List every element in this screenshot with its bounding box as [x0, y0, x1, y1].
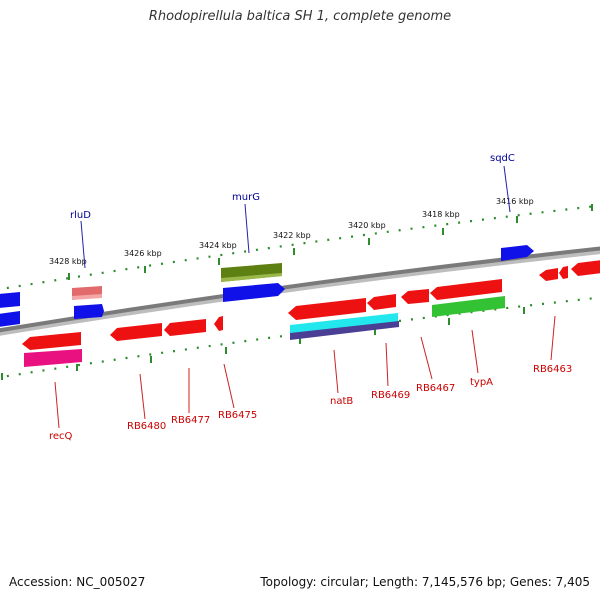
- feature-rb6480: [110, 323, 162, 341]
- leader-rb6475: [223, 363, 235, 409]
- feature-rb6463-b: [559, 266, 568, 279]
- leader-recq: [54, 381, 60, 429]
- gene-label-rb6469: RB6469: [371, 390, 410, 401]
- kbp-label-3422: 3422 kbp: [273, 231, 311, 240]
- gene-label-rlud: rluD: [70, 210, 91, 221]
- ruler-line-top: [0, 204, 600, 291]
- features-forward: [0, 245, 534, 327]
- leader-typa: [471, 329, 479, 374]
- leader-rb6469: [385, 342, 389, 387]
- feature-blue-1: [0, 292, 20, 308]
- feature-recq-red: [22, 332, 81, 350]
- leader-murg: [244, 203, 250, 254]
- leader-rb6467: [420, 336, 433, 380]
- gene-label-rb6475: RB6475: [218, 410, 257, 421]
- feature-typa-red: [430, 279, 502, 300]
- leader-rb6480: [139, 373, 146, 420]
- kbp-label-3424: 3424 kbp: [199, 241, 237, 250]
- leader-lines-bottom: [54, 315, 556, 429]
- gene-label-sqdc: sqdC: [490, 153, 515, 164]
- kbp-label-3428: 3428 kbp: [49, 257, 87, 266]
- leader-lines-top: [80, 165, 511, 269]
- kbp-label-3420: 3420 kbp: [348, 221, 386, 230]
- leader-rlud: [80, 220, 86, 269]
- gene-label-murg: murG: [232, 192, 260, 203]
- feature-rb6477: [164, 319, 206, 336]
- kbp-label-3416: 3416 kbp: [496, 197, 534, 206]
- kbp-label-3418: 3418 kbp: [422, 210, 460, 219]
- gene-label-rb6463: RB6463: [533, 364, 572, 375]
- feature-rb6463-a: [539, 268, 558, 281]
- feature-rb6469: [290, 321, 399, 340]
- gene-label-recq: recQ: [49, 431, 73, 442]
- feature-rb6475: [214, 316, 223, 331]
- feature-rb6463-c: [571, 260, 600, 276]
- gene-label-typa: typA: [470, 377, 493, 388]
- feature-rb6467: [401, 289, 429, 304]
- leader-sqdc: [503, 165, 511, 213]
- ruler-line-bottom: [0, 296, 600, 379]
- kbp-label-3426: 3426 kbp: [124, 249, 162, 258]
- leader-rb6463: [550, 315, 556, 361]
- accession-text: Accession: NC_005027: [9, 575, 146, 589]
- feature-blue-2: [0, 311, 20, 327]
- gene-label-natb: natB: [330, 396, 353, 407]
- gene-label-rb6477: RB6477: [171, 415, 210, 426]
- feature-typa: [432, 296, 505, 317]
- feature-sqdc: [501, 245, 534, 261]
- feature-recq: [24, 349, 82, 367]
- map-title: Rhodopirellula baltica SH 1, complete ge…: [148, 9, 452, 24]
- feature-rb6469-red: [367, 294, 396, 310]
- feature-rlud-shadow: [72, 294, 102, 300]
- leader-natb: [333, 349, 339, 394]
- feature-murg-shadow: [221, 273, 282, 282]
- feature-natb-red: [288, 298, 366, 320]
- feature-blue-3: [74, 304, 104, 319]
- gene-label-rb6467: RB6467: [416, 383, 455, 394]
- feature-blue-4: [223, 283, 285, 302]
- features-reverse: [22, 260, 600, 367]
- gene-label-rb6480: RB6480: [127, 421, 166, 432]
- genome-summary-text: Topology: circular; Length: 7,145,576 bp…: [260, 575, 590, 589]
